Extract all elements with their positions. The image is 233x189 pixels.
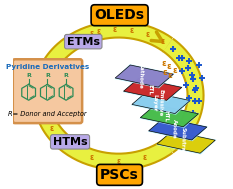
- Text: HTL: HTL: [163, 110, 169, 122]
- Text: OLEDs: OLEDs: [95, 8, 145, 22]
- Text: PSCs: PSCs: [100, 168, 139, 182]
- Text: ETMs: ETMs: [67, 37, 100, 47]
- Text: ε: ε: [161, 59, 166, 68]
- Text: Emissive
Layer: Emissive Layer: [152, 89, 164, 116]
- Text: ε: ε: [90, 29, 94, 38]
- Text: ε: ε: [113, 25, 117, 34]
- Text: ε: ε: [116, 157, 121, 166]
- Text: ε: ε: [90, 153, 94, 162]
- Text: R= Donor and Acceptor: R= Donor and Acceptor: [8, 111, 87, 117]
- Polygon shape: [114, 64, 175, 88]
- Text: R: R: [45, 73, 50, 78]
- Text: ε: ε: [161, 37, 165, 46]
- Text: Pyridine Derivatives: Pyridine Derivatives: [6, 64, 89, 70]
- Polygon shape: [139, 104, 200, 128]
- Polygon shape: [157, 131, 215, 153]
- Polygon shape: [123, 78, 182, 100]
- Text: ε: ε: [143, 153, 147, 162]
- Text: ε: ε: [167, 63, 171, 71]
- Text: Cathode: Cathode: [138, 63, 144, 89]
- Text: R: R: [26, 73, 31, 78]
- Text: ε: ε: [168, 71, 173, 80]
- Polygon shape: [140, 105, 199, 127]
- Text: R: R: [64, 73, 69, 78]
- Text: Substrate: Substrate: [180, 127, 186, 157]
- Polygon shape: [149, 118, 207, 140]
- Text: ε: ε: [41, 103, 45, 112]
- Text: ε: ε: [50, 124, 54, 133]
- Text: ε: ε: [130, 26, 134, 35]
- Polygon shape: [123, 77, 183, 102]
- Polygon shape: [156, 130, 216, 154]
- Text: ε: ε: [67, 142, 71, 151]
- Text: ε: ε: [41, 80, 45, 89]
- FancyBboxPatch shape: [13, 59, 82, 123]
- Text: ETL: ETL: [147, 84, 152, 95]
- Text: HTMs: HTMs: [53, 137, 87, 147]
- Polygon shape: [131, 91, 191, 115]
- Text: ε: ε: [50, 58, 54, 67]
- Text: ε: ε: [67, 40, 71, 50]
- Polygon shape: [115, 65, 173, 87]
- Text: Anode: Anode: [172, 119, 177, 139]
- Text: ε: ε: [162, 68, 167, 77]
- Text: ε: ε: [96, 27, 101, 36]
- Text: ε: ε: [146, 30, 150, 39]
- Polygon shape: [148, 117, 208, 141]
- Polygon shape: [132, 91, 190, 114]
- Text: ε: ε: [172, 66, 177, 75]
